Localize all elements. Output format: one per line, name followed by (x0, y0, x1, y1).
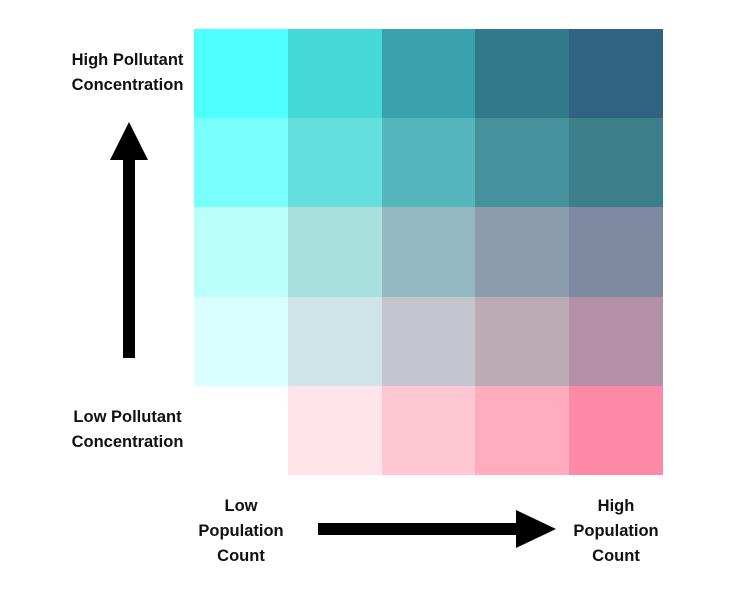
grid-cell-r3-c4 (569, 296, 663, 386)
grid-cell-r2-c2 (381, 207, 476, 297)
grid-cell-r0-c0 (194, 29, 288, 119)
grid-cell-r4-c4 (569, 385, 663, 475)
grid-cell-r2-c3 (475, 207, 570, 297)
grid-cell-r4-c1 (287, 385, 382, 475)
grid-cell-r3-c3 (475, 296, 570, 386)
grid-cell-r3-c0 (194, 296, 288, 386)
grid-cell-r2-c0 (194, 207, 288, 297)
grid-cell-r3-c1 (287, 296, 382, 386)
grid-cell-r1-c1 (287, 118, 382, 208)
bivariate-color-grid (194, 29, 663, 475)
grid-cell-r3-c2 (381, 296, 476, 386)
low-population-label: Low Population Count (198, 497, 284, 565)
grid-cell-r2-c4 (569, 207, 663, 297)
grid-cell-r1-c4 (569, 118, 663, 208)
grid-cell-r1-c0 (194, 118, 288, 208)
grid-cell-r1-c3 (475, 118, 570, 208)
right-arrow-icon (318, 510, 556, 548)
grid-cell-r0-c3 (475, 29, 570, 119)
low-pollutant-label: Low Pollutant Concentration (71, 408, 184, 451)
grid-cell-r1-c2 (381, 118, 476, 208)
high-population-label: High Population Count (573, 497, 659, 565)
grid-cell-r0-c1 (287, 29, 382, 119)
up-arrow-icon (110, 122, 148, 358)
grid-cell-r0-c2 (381, 29, 476, 119)
grid-cell-r4-c3 (475, 385, 570, 475)
grid-cell-r0-c4 (569, 29, 663, 119)
grid-cell-r4-c2 (381, 385, 476, 475)
grid-cell-r2-c1 (287, 207, 382, 297)
grid-cell-r4-c0 (194, 385, 288, 475)
high-pollutant-label: High Pollutant Concentration (71, 51, 184, 94)
